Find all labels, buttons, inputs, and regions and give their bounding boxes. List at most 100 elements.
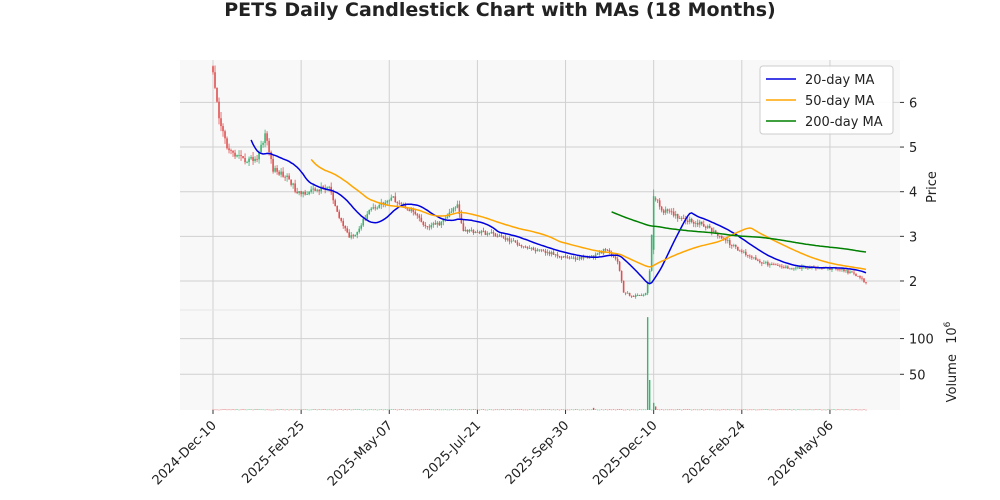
volume-bar [775, 409, 777, 411]
volume-bar [292, 409, 294, 411]
volume-bar [558, 409, 561, 411]
candle-body [466, 229, 469, 232]
volume-bar [763, 409, 765, 411]
volume-bar [787, 409, 789, 411]
candle-body [508, 238, 511, 242]
candle-body [809, 267, 811, 269]
candle-body [676, 214, 679, 219]
candle-body [865, 281, 867, 283]
volume-bar [582, 409, 585, 410]
candle-body [853, 272, 855, 274]
volume-bar [677, 409, 679, 410]
volume-bar [797, 409, 799, 410]
volume-bar [572, 409, 575, 411]
candle-body [654, 198, 657, 200]
volume-bar [608, 409, 611, 410]
candle-body [652, 196, 655, 250]
volume-bar [352, 409, 354, 411]
volume-bar [340, 409, 342, 410]
volume-bar [370, 409, 372, 411]
candle-body [316, 189, 318, 191]
candle-body [346, 228, 349, 233]
volume-bar [689, 409, 691, 410]
x-tick-label: 2024-Dec-10 [150, 418, 220, 488]
candle-body [440, 221, 443, 226]
candle-body [726, 240, 729, 241]
volume-bar [490, 409, 493, 411]
volume-bar [819, 409, 821, 410]
candle-body [376, 207, 379, 209]
volume-bar [334, 409, 336, 411]
candle-body [857, 275, 859, 277]
volume-bar [646, 317, 649, 410]
candle-body [666, 209, 669, 211]
volume-bar [406, 409, 408, 411]
volume-bar [574, 409, 577, 410]
volume-bar [346, 409, 348, 411]
candle-body [246, 162, 248, 163]
candle-body [698, 221, 701, 225]
candle-body [442, 219, 445, 222]
candle-body [755, 257, 757, 260]
volume-bar [769, 409, 771, 411]
volume-bar [823, 409, 825, 411]
volume-bar [644, 409, 647, 411]
candle-body [534, 250, 537, 252]
volume-bar [825, 409, 827, 411]
volume-bar [793, 409, 795, 410]
volume-bar [236, 409, 238, 410]
volume-bar [578, 409, 581, 411]
volume-bar [428, 409, 431, 410]
volume-bar [526, 409, 529, 411]
volume-bar [404, 409, 406, 411]
candle-body [618, 261, 621, 271]
volume-bar [795, 409, 797, 411]
volume-bar [476, 409, 479, 411]
candle-body [680, 218, 683, 219]
volume-bar [252, 409, 254, 411]
volume-bar [272, 409, 274, 411]
volume-bar [432, 409, 435, 411]
candle-body [656, 199, 659, 201]
candle-body [791, 268, 793, 270]
candle-body [745, 251, 747, 256]
volume-bar [516, 409, 519, 411]
volume-bar [332, 409, 334, 411]
volume-bar [642, 409, 645, 411]
volume-bar [280, 409, 282, 410]
volume-bar [540, 409, 543, 411]
volume-bar [807, 409, 809, 411]
volume-bar [733, 409, 735, 410]
volume-bar [410, 409, 413, 411]
volume-bar [438, 409, 441, 411]
volume-bar [514, 409, 517, 411]
volume-bar [711, 409, 713, 410]
candle-body [452, 208, 455, 212]
candle-body [290, 179, 292, 185]
volume-bar [640, 409, 643, 411]
volume-bar [548, 409, 551, 410]
volume-bar [338, 409, 340, 411]
candle-body [472, 229, 475, 233]
candle-body [636, 295, 639, 296]
volume-bar [861, 409, 863, 411]
volume-bar [418, 409, 421, 411]
candle-body [777, 264, 779, 266]
candle-body [799, 267, 801, 269]
volume-bar [364, 409, 366, 410]
candle-body [524, 246, 527, 248]
volume-bar [318, 409, 320, 411]
candle-body [226, 138, 228, 149]
legend-label: 20-day MA [805, 73, 874, 88]
candle-body [298, 191, 300, 194]
candle-body [759, 260, 761, 263]
volume-bar [735, 409, 737, 411]
volume-bar [508, 409, 511, 410]
candle-body [240, 155, 242, 157]
candle-body [280, 171, 282, 175]
candle-body [797, 267, 799, 269]
volume-bar [550, 409, 553, 411]
chart-title: PETS Daily Candlestick Chart with MAs (1… [224, 0, 776, 21]
volume-bar [590, 409, 593, 411]
volume-bar [260, 409, 262, 411]
